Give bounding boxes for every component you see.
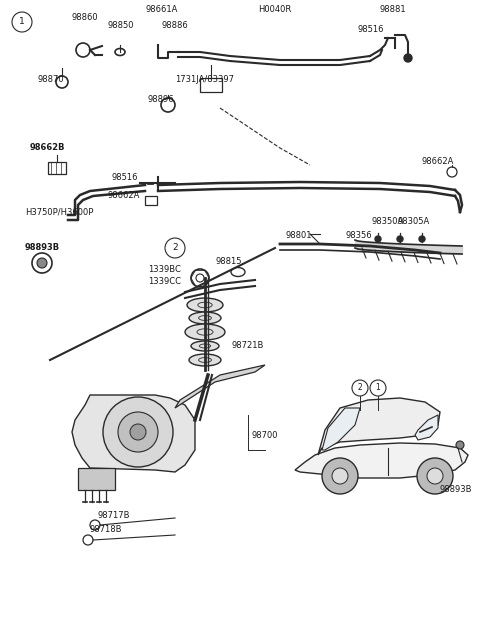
Polygon shape: [72, 395, 195, 472]
Text: 98801: 98801: [285, 230, 312, 240]
Circle shape: [130, 424, 146, 440]
Polygon shape: [322, 408, 360, 450]
Circle shape: [375, 236, 381, 242]
Text: 98886: 98886: [162, 22, 189, 30]
Circle shape: [417, 458, 453, 494]
Text: 98893B: 98893B: [25, 243, 60, 253]
Ellipse shape: [189, 354, 221, 366]
Ellipse shape: [187, 298, 223, 312]
Circle shape: [427, 468, 443, 484]
Polygon shape: [175, 365, 265, 408]
Text: 98718B: 98718B: [90, 526, 122, 534]
Text: 98815: 98815: [215, 258, 241, 267]
Bar: [200, 78, 222, 92]
Text: 98721B: 98721B: [232, 340, 264, 350]
Text: 98305A: 98305A: [398, 217, 430, 227]
Circle shape: [456, 441, 464, 449]
Text: 1: 1: [376, 384, 380, 392]
Bar: [145, 196, 157, 205]
Circle shape: [332, 468, 348, 484]
Text: 1: 1: [19, 17, 25, 27]
Text: 98662A: 98662A: [108, 191, 140, 199]
Text: H3750P/H3600P: H3750P/H3600P: [25, 207, 94, 217]
Circle shape: [103, 397, 173, 467]
Text: 98860: 98860: [72, 14, 98, 22]
Circle shape: [397, 236, 403, 242]
Polygon shape: [78, 468, 115, 490]
Text: 98896: 98896: [148, 95, 175, 105]
Text: 1339CC: 1339CC: [148, 277, 181, 287]
Ellipse shape: [191, 341, 219, 351]
Polygon shape: [415, 415, 438, 440]
Text: 98350A: 98350A: [372, 217, 404, 227]
Text: 98700: 98700: [252, 430, 278, 439]
Polygon shape: [318, 398, 440, 455]
Text: 2: 2: [358, 384, 362, 392]
Text: 1731JA/83397: 1731JA/83397: [175, 76, 234, 85]
Text: 98717B: 98717B: [98, 511, 131, 519]
Circle shape: [322, 458, 358, 494]
Text: 98881: 98881: [380, 6, 407, 14]
Circle shape: [419, 236, 425, 242]
Text: 98516: 98516: [112, 173, 139, 183]
Circle shape: [37, 258, 47, 268]
Text: 98516: 98516: [358, 25, 384, 35]
Text: 1339BC: 1339BC: [148, 266, 181, 274]
Circle shape: [404, 54, 412, 62]
Bar: [48, 162, 66, 174]
Text: H0040R: H0040R: [258, 6, 291, 14]
Polygon shape: [295, 443, 468, 478]
Ellipse shape: [189, 312, 221, 324]
Text: 2: 2: [172, 243, 178, 253]
Ellipse shape: [185, 324, 225, 340]
Text: 98870: 98870: [38, 76, 65, 85]
Circle shape: [118, 412, 158, 452]
Text: 98893B: 98893B: [440, 485, 472, 495]
Text: 98661A: 98661A: [145, 6, 178, 14]
Text: 98662B: 98662B: [30, 144, 65, 152]
Text: 98850: 98850: [108, 22, 134, 30]
Text: 98356: 98356: [345, 232, 372, 241]
Text: 98662A: 98662A: [422, 157, 455, 167]
